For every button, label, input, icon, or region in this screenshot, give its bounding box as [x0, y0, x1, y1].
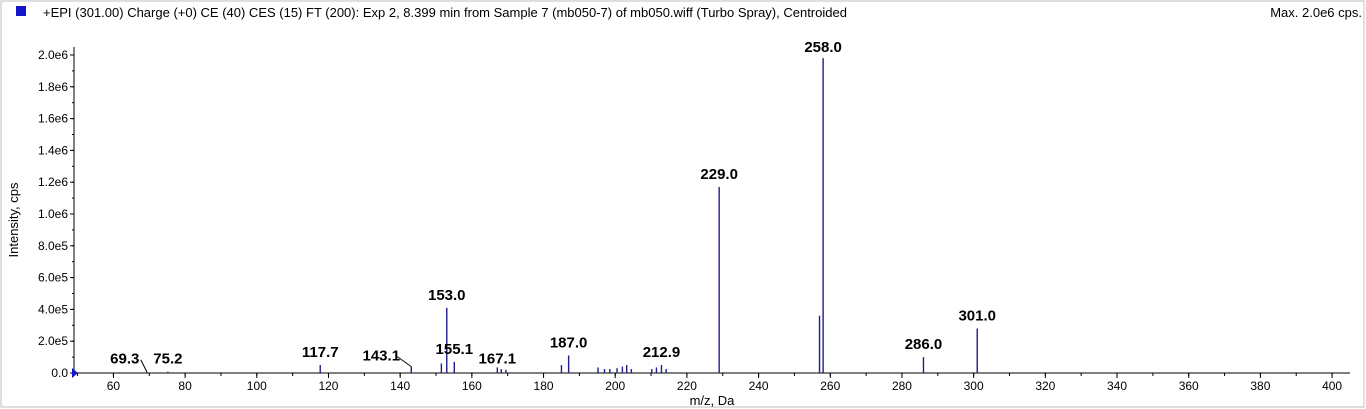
x-tick-label: 300: [964, 379, 984, 393]
y-tick-label: 1.8e6: [38, 80, 68, 94]
axes-group: 0.0 2.0e5 4.0e5 6.0e5 8.0e5 1.0e6 1.2e6 1.4e6 1.…: [38, 47, 1350, 393]
y-axis-title: Intensity, cps: [6, 182, 21, 257]
max-intensity-label: Max. 2.0e6 cps.: [1270, 5, 1362, 20]
y-tick-label: 1.0e6: [38, 207, 68, 221]
spectrum-title: +EPI (301.00) Charge (+0) CE (40) CES (1…: [43, 5, 847, 20]
y-tick-label: 8.0e5: [38, 239, 68, 253]
peak-label: 187.0: [550, 335, 588, 352]
y-tick-label: 1.6e6: [38, 112, 68, 126]
x-tick-label: 200: [605, 379, 625, 393]
x-tick-label: 120: [318, 379, 338, 393]
peak-label: 212.9: [643, 344, 681, 361]
y-tick-label: 2.0e6: [38, 48, 68, 62]
x-tick-label: 160: [462, 379, 482, 393]
x-axis-title: m/z, Da: [690, 393, 736, 408]
x-tick-label: 320: [1035, 379, 1055, 393]
x-tick-label: 180: [534, 379, 554, 393]
x-tick-label: 220: [677, 379, 697, 393]
peak-label: 167.1: [479, 350, 517, 367]
peak-label: 229.0: [700, 166, 738, 183]
y-tick-label: 2.0e5: [38, 334, 68, 348]
peak-labels-group: 69.3 75.2 117.7 143.1 153.0 155.1 167.1 187.0 21…: [110, 39, 996, 372]
x-tick-label: 280: [892, 379, 912, 393]
x-tick-label: 260: [820, 379, 840, 393]
x-tick-label: 60: [107, 379, 121, 393]
axis-start-marker: [72, 368, 78, 378]
peak-label: 155.1: [436, 341, 474, 358]
x-tick-label: 340: [1107, 379, 1127, 393]
title-bar: +EPI (301.00) Charge (+0) CE (40) CES (1…: [0, 0, 1366, 26]
y-tick-label: 6.0e5: [38, 271, 68, 285]
peaks-group: [146, 58, 978, 373]
series-color-swatch[interactable]: [16, 6, 26, 16]
peak-label-leader: [140, 359, 148, 372]
y-tick-label: 1.2e6: [38, 175, 68, 189]
peak-label: 301.0: [958, 307, 996, 324]
peak-label: 75.2: [153, 351, 182, 368]
peak-label: 286.0: [905, 336, 943, 353]
x-tick-label: 100: [247, 379, 267, 393]
x-tick-label: 240: [749, 379, 769, 393]
peak-label: 117.7: [302, 344, 339, 361]
x-tick-label: 400: [1322, 379, 1342, 393]
peak-label: 143.1: [363, 348, 401, 365]
x-tick-label: 360: [1179, 379, 1199, 393]
y-tick-label: 0.0: [51, 366, 68, 380]
x-tick-label: 380: [1250, 379, 1270, 393]
y-tick-label: 4.0e5: [38, 302, 68, 316]
x-tick-label: 80: [178, 379, 192, 393]
peak-label: 258.0: [804, 39, 842, 56]
peak-label: 69.3: [110, 351, 139, 368]
x-tick-label: 140: [390, 379, 410, 393]
peak-label: 153.0: [428, 287, 466, 304]
y-tick-label: 1.4e6: [38, 143, 68, 157]
peak-label-leader: [396, 356, 412, 368]
